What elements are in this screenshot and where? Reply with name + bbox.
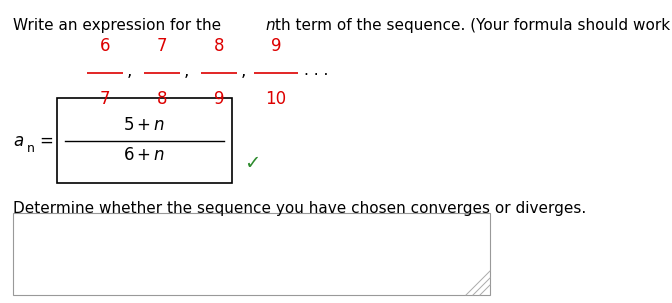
Text: 6: 6 — [99, 37, 110, 55]
Text: 9: 9 — [271, 37, 282, 55]
Text: ,: , — [184, 62, 190, 80]
Text: ,: , — [127, 62, 132, 80]
Text: n: n — [265, 18, 275, 33]
Text: =: = — [39, 132, 53, 150]
Text: $6 + n$: $6 + n$ — [123, 146, 166, 165]
Text: 10: 10 — [265, 90, 286, 108]
Text: 8: 8 — [157, 90, 167, 108]
Text: 8: 8 — [214, 37, 224, 55]
Text: th term of the sequence. (Your formula should work for: th term of the sequence. (Your formula s… — [275, 18, 672, 33]
Text: ✓: ✓ — [244, 154, 260, 173]
Text: 7: 7 — [157, 37, 167, 55]
Text: Determine whether the sequence you have chosen converges or diverges.: Determine whether the sequence you have … — [13, 201, 586, 216]
Text: . . .: . . . — [304, 62, 329, 78]
Bar — [57, 98, 232, 183]
Text: n: n — [26, 142, 34, 155]
Text: Write an expression for the: Write an expression for the — [13, 18, 226, 33]
Text: $a$: $a$ — [13, 132, 24, 150]
Text: ,: , — [241, 62, 247, 80]
Bar — [13, 213, 490, 295]
Text: $5 + n$: $5 + n$ — [123, 116, 166, 135]
Text: 7: 7 — [99, 90, 110, 108]
Text: 9: 9 — [214, 90, 224, 108]
